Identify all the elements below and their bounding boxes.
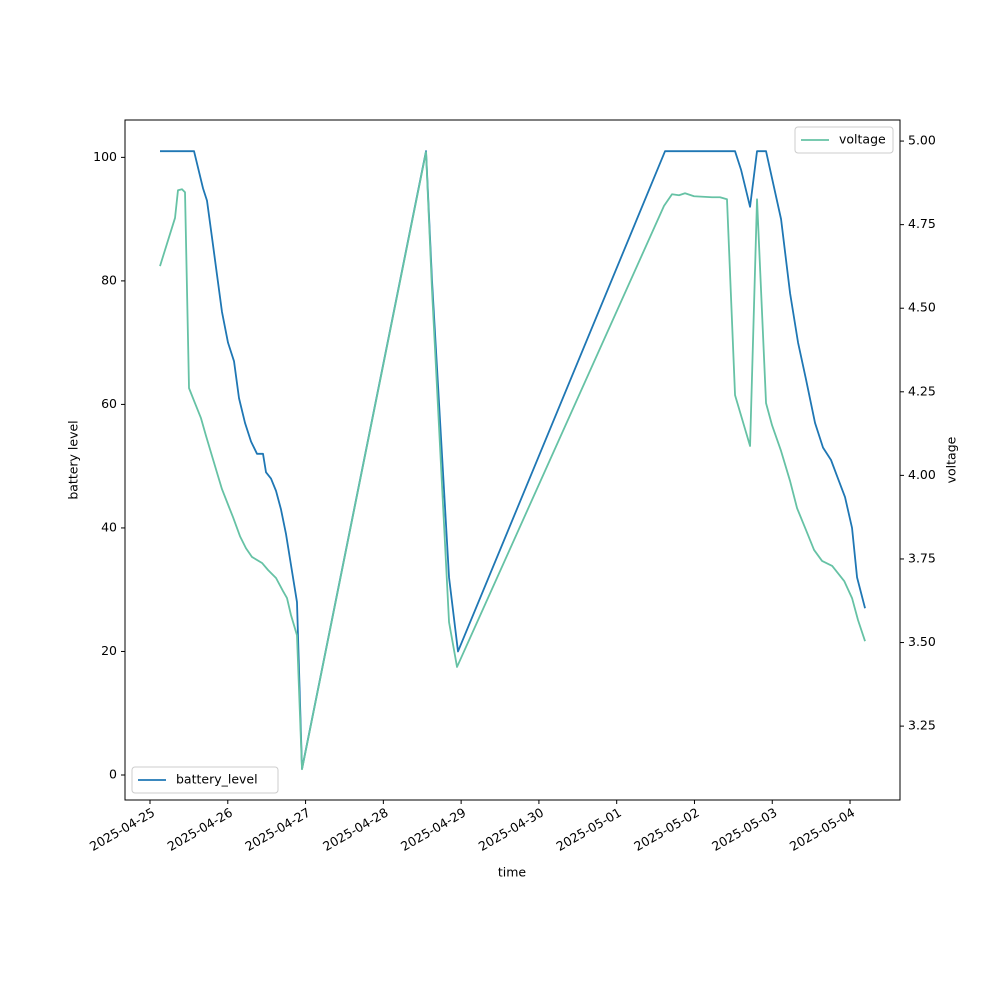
x-tick-label: 2025-04-26 [165, 805, 235, 854]
x-tick-label: 2025-04-29 [398, 805, 468, 854]
legend-box [794, 126, 894, 154]
y-tick-label: 20 [101, 643, 117, 658]
y2-tick-label: 3.25 [908, 718, 936, 733]
x-tick-label: 2025-04-30 [476, 805, 546, 854]
y-tick-label: 100 [93, 149, 117, 164]
x-tick-label: 2025-05-01 [554, 805, 624, 854]
x-tick-label: 2025-04-27 [242, 805, 312, 854]
y2-axis-label: voltage [944, 436, 959, 483]
y-axis-label: battery level [66, 420, 81, 499]
x-axis-label: time [498, 865, 527, 880]
y-tick-label: 0 [109, 766, 117, 781]
y2-tick-label: 4.75 [908, 216, 936, 231]
legend-label: voltage [839, 132, 886, 147]
x-tick-label: 2025-05-03 [709, 805, 779, 854]
legend-box [131, 766, 279, 794]
x-tick-label: 2025-04-28 [320, 805, 390, 854]
y2-tick-label: 3.75 [908, 550, 936, 565]
legend: battery_level [131, 766, 279, 794]
line-series [159, 151, 866, 771]
legend-label: battery_level [176, 772, 258, 787]
plot-frame [124, 119, 901, 801]
x-tick-label: 2025-05-02 [631, 805, 701, 854]
y2-tick-label: 4.00 [908, 467, 936, 482]
x-tick-label: 2025-05-04 [787, 805, 857, 854]
y-tick-label: 60 [101, 396, 117, 411]
y2-tick-label: 4.25 [908, 383, 936, 398]
y-tick-label: 40 [101, 519, 117, 534]
y-tick-label: 80 [101, 272, 117, 287]
y2-tick-label: 3.50 [908, 634, 936, 649]
x-tick-label: 2025-04-25 [87, 805, 157, 854]
legend: voltage [794, 126, 894, 154]
y2-tick-label: 5.00 [908, 133, 936, 148]
y2-tick-label: 4.50 [908, 300, 936, 315]
